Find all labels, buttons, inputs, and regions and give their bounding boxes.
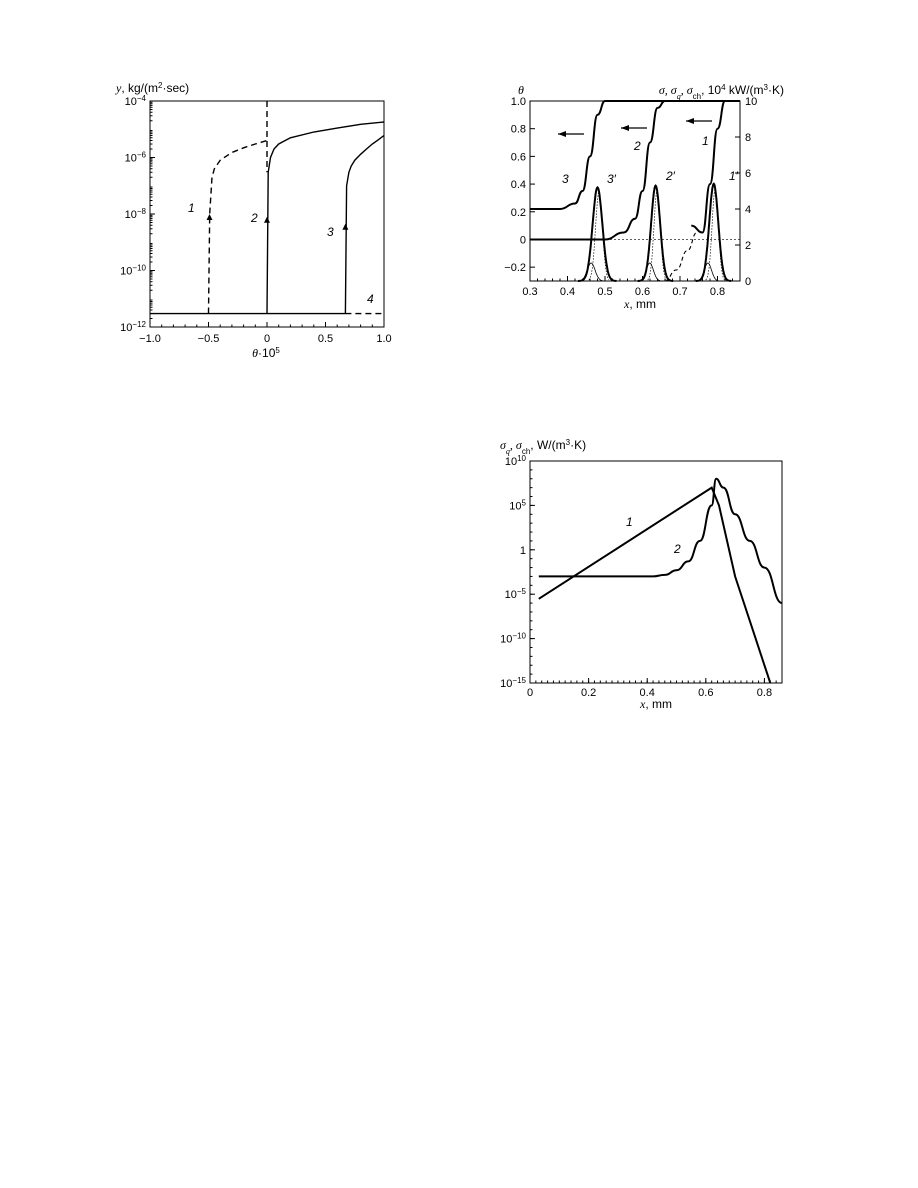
tr-label-3p: 3′ [607,172,617,186]
br-curve-1 [538,486,772,684]
left-y-tick-label: 10−12 [120,320,146,335]
tr-y-right-label: σ, σq, σch, 104 kW/(m3·K) [659,83,784,101]
br-y-tick-label: 10−10 [500,631,526,646]
tr-yr-tick-label: 8 [745,132,751,144]
tr-arrow-1 [686,118,694,124]
tr-yl-tick-label: 0.6 [511,151,526,163]
tr-yr-tick-label: 10 [745,96,757,108]
tr-sigma-1 [695,182,732,282]
br-y-tick-label: 105 [509,498,526,513]
br-x-tick-label: 0.4 [640,687,655,699]
br-x-tick-label: 0.6 [698,687,713,699]
tr-sigma-ch-3 [579,262,603,282]
tr-x-tick-label: 0.3 [522,286,537,298]
tr-yl-tick-label: 0.8 [511,124,526,136]
br-y-tick-label: 10−5 [505,587,527,602]
tr-sigma-q-2 [647,189,667,281]
tr-yl-tick-label: 0 [520,234,526,246]
tr-x-tick-label: 0.7 [672,286,687,298]
tr-x-tick-label: 0.8 [710,286,725,298]
tr-yr-tick-label: 6 [745,168,751,180]
br-plot-frame [529,460,783,684]
left-y-tick-label: 10−4 [125,94,147,109]
tr-sigma-2 [637,184,674,282]
br-y-tick-label: 1 [520,545,526,557]
br-label-1: 1 [626,515,633,529]
tr-label-1: 1 [702,134,709,148]
tr-yl-tick-label: −0.2 [504,262,526,274]
left-curve-3 [344,134,385,314]
left-x-tick-label: −0.5 [198,333,220,345]
left-arrow-1 [206,214,213,220]
tr-yr-tick-label: 2 [745,240,751,252]
tr-arrow-2 [621,125,629,131]
tr-label-3: 3 [562,172,569,186]
tr-x-tick-label: 0.5 [597,286,612,298]
left-x-tick-label: −1.0 [139,333,161,345]
tr-yl-tick-label: 0.4 [511,179,526,191]
tr-yr-tick-label: 4 [745,204,751,216]
left-y-tick-label: 10−6 [125,150,147,165]
tr-sigma-ch-1 [697,262,719,282]
left-curve-1 [207,139,268,314]
left-x-axis-label: θ·105 [252,346,280,361]
tr-sigma-3 [578,185,617,282]
br-x-tick-label: 0.2 [581,687,596,699]
left-curve-label-3: 3 [327,225,334,239]
tr-theta-3 [530,99,740,210]
br-x-axis-label: x, mm [639,697,672,711]
tr-label-2: 2 [633,139,641,153]
left-y-tick-label: 10−8 [125,207,147,222]
left-curve-label-4: 4 [367,292,374,306]
tr-label-2p: 2′ [665,169,676,183]
br-y-tick-label: 10−15 [500,676,526,691]
left-x-tick-label: 0 [264,333,270,345]
br-x-tick-label: 0.8 [757,687,772,699]
tr-label-1p: 1′ [729,169,739,183]
br-curve-2 [538,477,783,605]
left-x-tick-label: 1.0 [376,333,391,345]
tr-y-left-label: θ [518,83,524,97]
tr-x-axis-label: x, mm [623,297,656,311]
tr-x-tick-label: 0.4 [560,286,575,298]
br-y-tick-label: 1010 [505,454,527,469]
br-x-tick-label: 0 [527,687,533,699]
tr-sigma-ch-2 [638,262,661,282]
left-curve-label-2: 2 [250,211,258,225]
tr-theta-2 [529,99,740,241]
left-curve-label-1: 1 [188,201,195,215]
tr-theta-1-dashed [664,231,698,282]
br-label-2: 2 [673,542,681,556]
tr-yr-tick-label: 0 [745,276,751,288]
left-y-tick-label: 10−10 [120,263,146,278]
left-curve-2 [266,121,385,314]
left-arrow-3 [342,223,349,230]
left-x-tick-label: 0.5 [318,333,333,345]
br-y-axis-label: σq, σch, W/(m3·K) [500,438,586,456]
tr-yl-tick-label: 1.0 [511,96,526,108]
tr-yl-tick-label: 0.2 [511,207,526,219]
left-arrow-2 [264,216,270,223]
tr-x-tick-label: 0.6 [635,286,650,298]
tr-arrow-3 [558,131,566,137]
left-y-axis-label: y, kg/(m2·sec) [115,81,189,96]
